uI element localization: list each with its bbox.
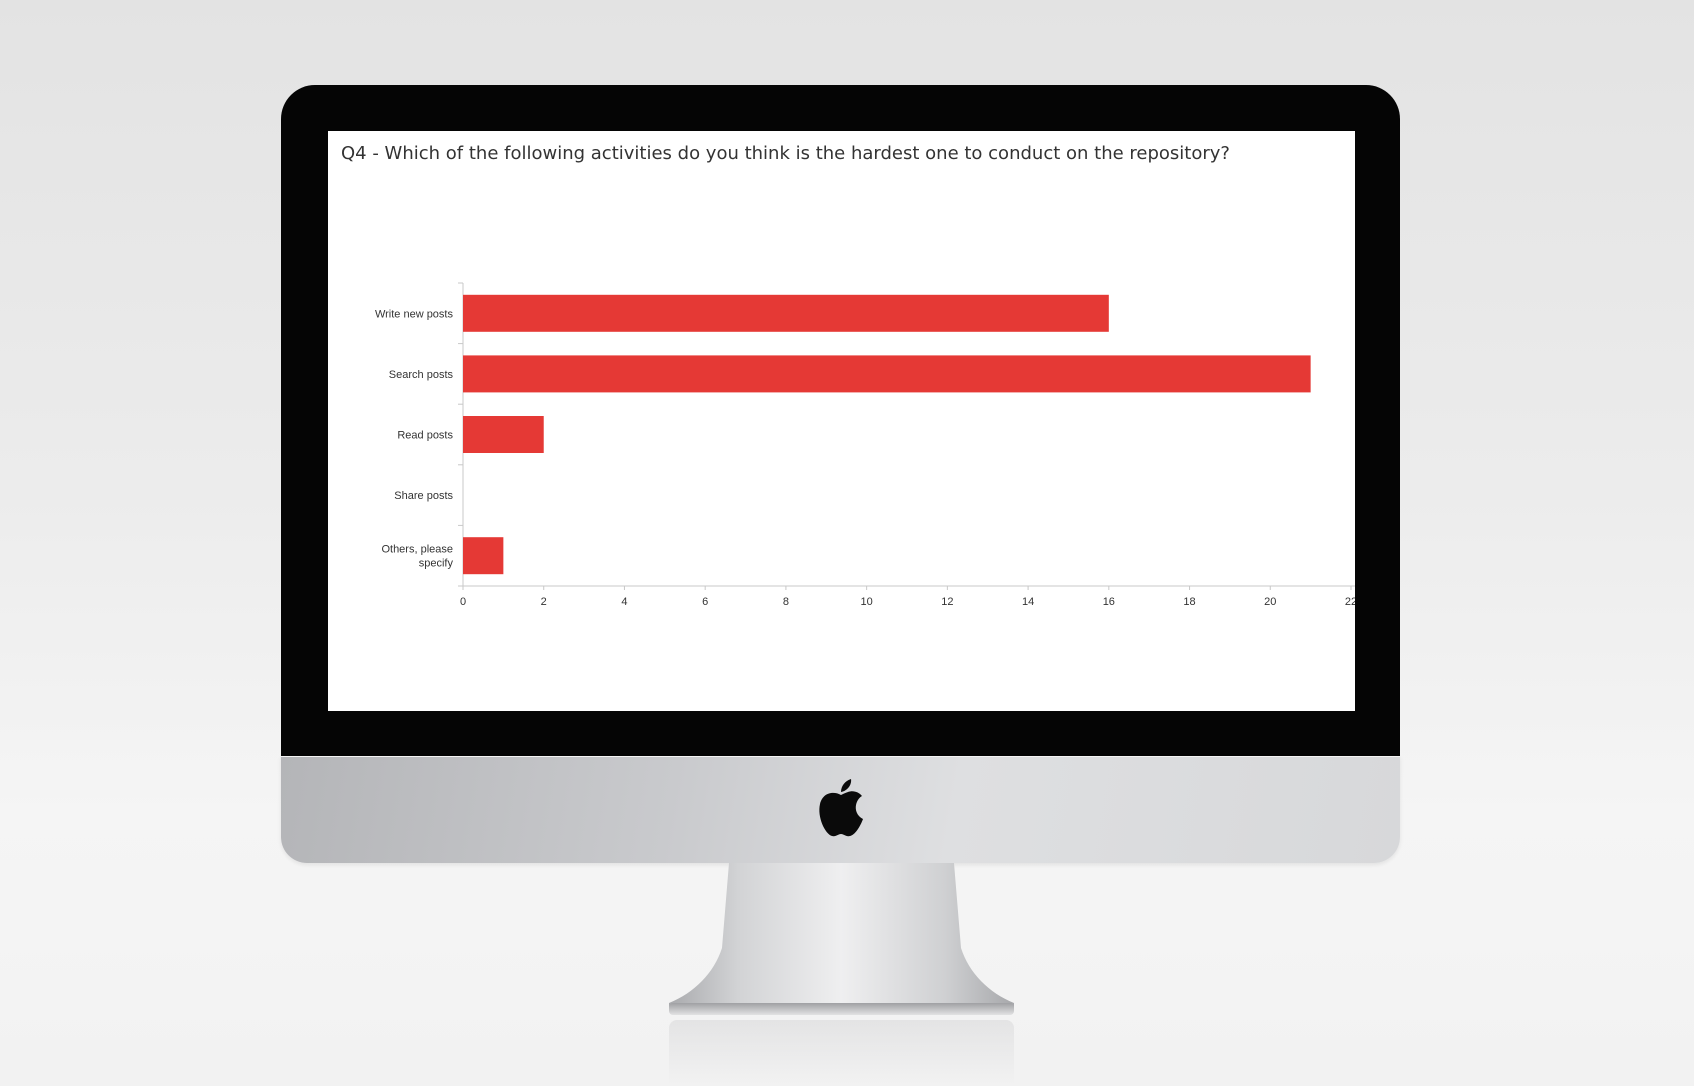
category-label-line: Search posts [389,369,454,381]
bar-chart: Write new posts Search posts Read posts Sha… [375,282,1355,608]
bar [463,355,1311,393]
x-tick-label: 22 [1345,596,1355,608]
category-label: Read posts [397,430,453,442]
chart-title: Q4 - Which of the following activities d… [341,143,1230,164]
category-label-line: Read posts [397,430,453,442]
category-label: Others, please specify [381,544,453,570]
bar [463,537,504,575]
monitor-stand [669,863,1014,1015]
x-tick-label: 6 [702,596,708,608]
category-label: Share posts [394,490,453,502]
screen: Q4 - Which of the following activities d… [328,131,1355,711]
x-tick-label: 20 [1264,596,1276,608]
category-label-line: Share posts [394,490,453,502]
category-label-line: Write new posts [375,308,454,320]
x-tick-label: 2 [541,596,547,608]
category-label-line: specify [419,558,454,570]
x-tick-label: 12 [941,596,953,608]
x-tick-label: 18 [1183,596,1195,608]
x-tick-label: 8 [783,596,789,608]
x-tick-label: 0 [460,596,466,608]
x-tick-label: 14 [1022,596,1034,608]
x-tick-label: 16 [1103,596,1115,608]
category-label-line: Others, please [381,544,453,556]
bar [463,416,544,453]
x-tick-label: 4 [621,596,627,608]
category-label: Search posts [389,369,454,381]
apple-logo-icon [819,779,863,837]
stand-reflection [669,1020,1014,1086]
bar [463,294,1109,332]
category-label: Write new posts [375,308,454,320]
x-tick-label: 10 [861,596,873,608]
